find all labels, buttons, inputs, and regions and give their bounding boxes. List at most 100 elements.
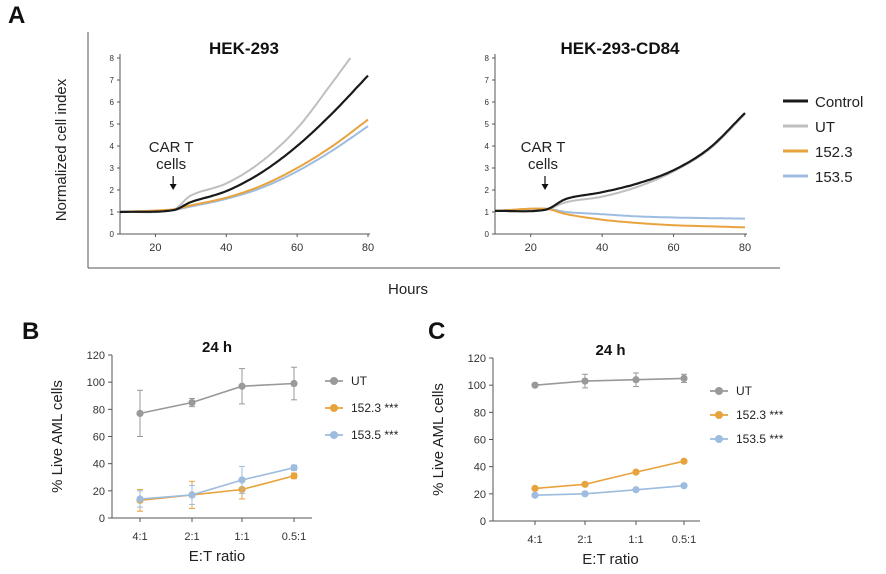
legend-a-label-ut: UT xyxy=(815,119,835,136)
chart-4-y-tick-label: 60 xyxy=(474,435,486,447)
chart-3-x-tick-label: 0.5:1 xyxy=(282,531,306,543)
chart-3-series-153-5-line xyxy=(139,466,295,500)
chart-1-x-tick-label: 40 xyxy=(220,242,232,254)
chart-3-x-axis-label: E:T ratio xyxy=(189,548,245,565)
chart-3-y-tick-label: 80 xyxy=(93,404,105,416)
chart-2-y-tick-label: 8 xyxy=(485,54,490,63)
chart-4-y-tick-label: 100 xyxy=(468,380,486,392)
chart-4-series-ut-point xyxy=(581,377,589,385)
chart-2-y-tick-label: 5 xyxy=(485,120,490,129)
chart-1-series-control-line xyxy=(119,74,369,214)
chart-1-y-tick-label: 4 xyxy=(110,142,115,151)
chart-4-x-tick-label: 4:1 xyxy=(527,534,542,546)
chart-4-series-152-3-point xyxy=(680,457,688,465)
chart-3-y-tick-label: 100 xyxy=(87,377,105,389)
legend-a-label-153-5: 153.5 xyxy=(815,169,853,186)
chart-2-series-control-line xyxy=(495,112,746,213)
chart-3-legend-marker-152-3 xyxy=(330,404,338,412)
chart-3-title: 24 h xyxy=(202,339,232,356)
chart-4-series-153-5-point xyxy=(632,486,640,494)
chart-4-series-ut-line xyxy=(534,377,685,386)
chart-3-series-ut-point xyxy=(136,409,144,418)
chart-2-x-tick-label: 40 xyxy=(596,242,608,254)
chart-1-y-tick-label: 3 xyxy=(110,164,115,173)
chart-1-series-ut-line xyxy=(119,57,352,214)
chart-1-annotation-line2: cells xyxy=(156,156,186,173)
chart-4-title: 24 h xyxy=(595,342,625,359)
chart-3-series-ut-point xyxy=(238,382,246,390)
chart-3-legend-label-152-3: 152.3 *** xyxy=(351,401,399,415)
chart-4-series-153-5-point xyxy=(581,490,589,498)
chart-3-y-tick-label: 40 xyxy=(93,459,105,471)
chart-4-series-152-3-point xyxy=(531,484,539,492)
chart-4-series-ut-point xyxy=(632,376,640,384)
chart-1-annotation-arrow-head xyxy=(169,184,177,190)
chart-3-y-tick-label: 20 xyxy=(93,486,105,498)
chart-3-y-axis-label: % Live AML cells xyxy=(49,380,66,493)
chart-3-y-tick-label: 60 xyxy=(93,432,105,444)
chart-4-legend-label-152-3: 152.3 *** xyxy=(736,408,784,422)
chart-3-series-153-5-point xyxy=(136,495,144,503)
chart-3-legend-marker-153-5 xyxy=(330,431,338,439)
chart-4-y-tick-label: 80 xyxy=(474,407,486,419)
panel-a-y-axis-label: Normalized cell index xyxy=(53,78,70,221)
chart-3-x-tick-label: 1:1 xyxy=(234,531,249,543)
chart-3-legend-label-ut: UT xyxy=(351,374,368,388)
chart-4-series-ut-point xyxy=(531,381,539,389)
chart-2-y-tick-label: 2 xyxy=(485,186,490,195)
chart-2-title: HEK-293-CD84 xyxy=(560,39,680,58)
chart-3-x-tick-label: 4:1 xyxy=(132,531,147,543)
chart-4-x-tick-label: 2:1 xyxy=(577,534,592,546)
chart-4-legend-marker-152-3 xyxy=(715,411,723,419)
chart-3-y-tick-label: 120 xyxy=(87,350,105,362)
chart-4-y-axis-label: % Live AML cells xyxy=(430,383,447,496)
chart-4-y-tick-label: 20 xyxy=(474,489,486,501)
chart-2-x-tick-label: 80 xyxy=(739,242,751,254)
chart-2-y-tick-label: 3 xyxy=(485,164,490,173)
chart-2-annotation-line2: cells xyxy=(528,156,558,173)
chart-2-annotation-arrow-head xyxy=(541,184,549,190)
chart-4-series-153-5-line xyxy=(534,484,685,496)
chart-1-x-tick-label: 20 xyxy=(149,242,161,254)
chart-2-x-tick-label: 60 xyxy=(667,242,679,254)
chart-2-y-tick-label: 1 xyxy=(485,208,490,217)
chart-1-y-tick-label: 0 xyxy=(110,230,115,239)
chart-3-series-153-5-point xyxy=(290,464,298,472)
chart-2-y-tick-label: 0 xyxy=(485,230,490,239)
chart-1-y-tick-label: 8 xyxy=(110,54,115,63)
panel-label-a: A xyxy=(8,2,26,29)
chart-2-y-tick-label: 6 xyxy=(485,98,490,107)
chart-4-series-153-5-point xyxy=(531,491,539,499)
panel-label-b: B xyxy=(22,318,40,345)
chart-4-series-152-3-line xyxy=(534,460,685,490)
chart-4-legend-label-ut: UT xyxy=(736,384,753,398)
chart-1-y-tick-label: 2 xyxy=(110,186,115,195)
chart-3-series-153-5-point xyxy=(188,491,196,499)
chart-3-series-152-3-point xyxy=(290,472,298,480)
legend-a-label-control: Control xyxy=(815,94,863,111)
chart-4-y-tick-label: 120 xyxy=(468,353,486,365)
chart-4-x-tick-label: 1:1 xyxy=(628,534,643,546)
chart-1-x-tick-label: 60 xyxy=(291,242,303,254)
chart-4-x-axis-label: E:T ratio xyxy=(582,551,638,568)
chart-3-legend-marker-ut xyxy=(330,377,338,385)
chart-3-series-ut-point xyxy=(290,379,298,388)
chart-2-x-tick-label: 20 xyxy=(525,242,537,254)
chart-1-y-tick-label: 7 xyxy=(110,76,115,85)
panel-a-x-axis-label: Hours xyxy=(388,281,428,298)
chart-3-series-ut-point xyxy=(188,398,196,407)
chart-2-y-tick-label: 4 xyxy=(485,142,490,151)
chart-4-x-tick-label: 0.5:1 xyxy=(672,534,696,546)
panel-label-c: C xyxy=(428,318,446,345)
chart-1-title: HEK-293 xyxy=(209,39,279,58)
chart-4-legend-marker-ut xyxy=(715,387,723,395)
chart-3-series-ut-line xyxy=(139,382,295,415)
chart-1-annotation-line1: CAR T xyxy=(149,139,194,156)
chart-3-y-tick-label: 0 xyxy=(99,513,105,525)
chart-4-series-152-3-point xyxy=(632,468,640,476)
chart-2-y-tick-label: 7 xyxy=(485,76,490,85)
legend-a-label-152-3: 152.3 xyxy=(815,144,853,161)
chart-1-y-tick-label: 6 xyxy=(110,98,115,107)
